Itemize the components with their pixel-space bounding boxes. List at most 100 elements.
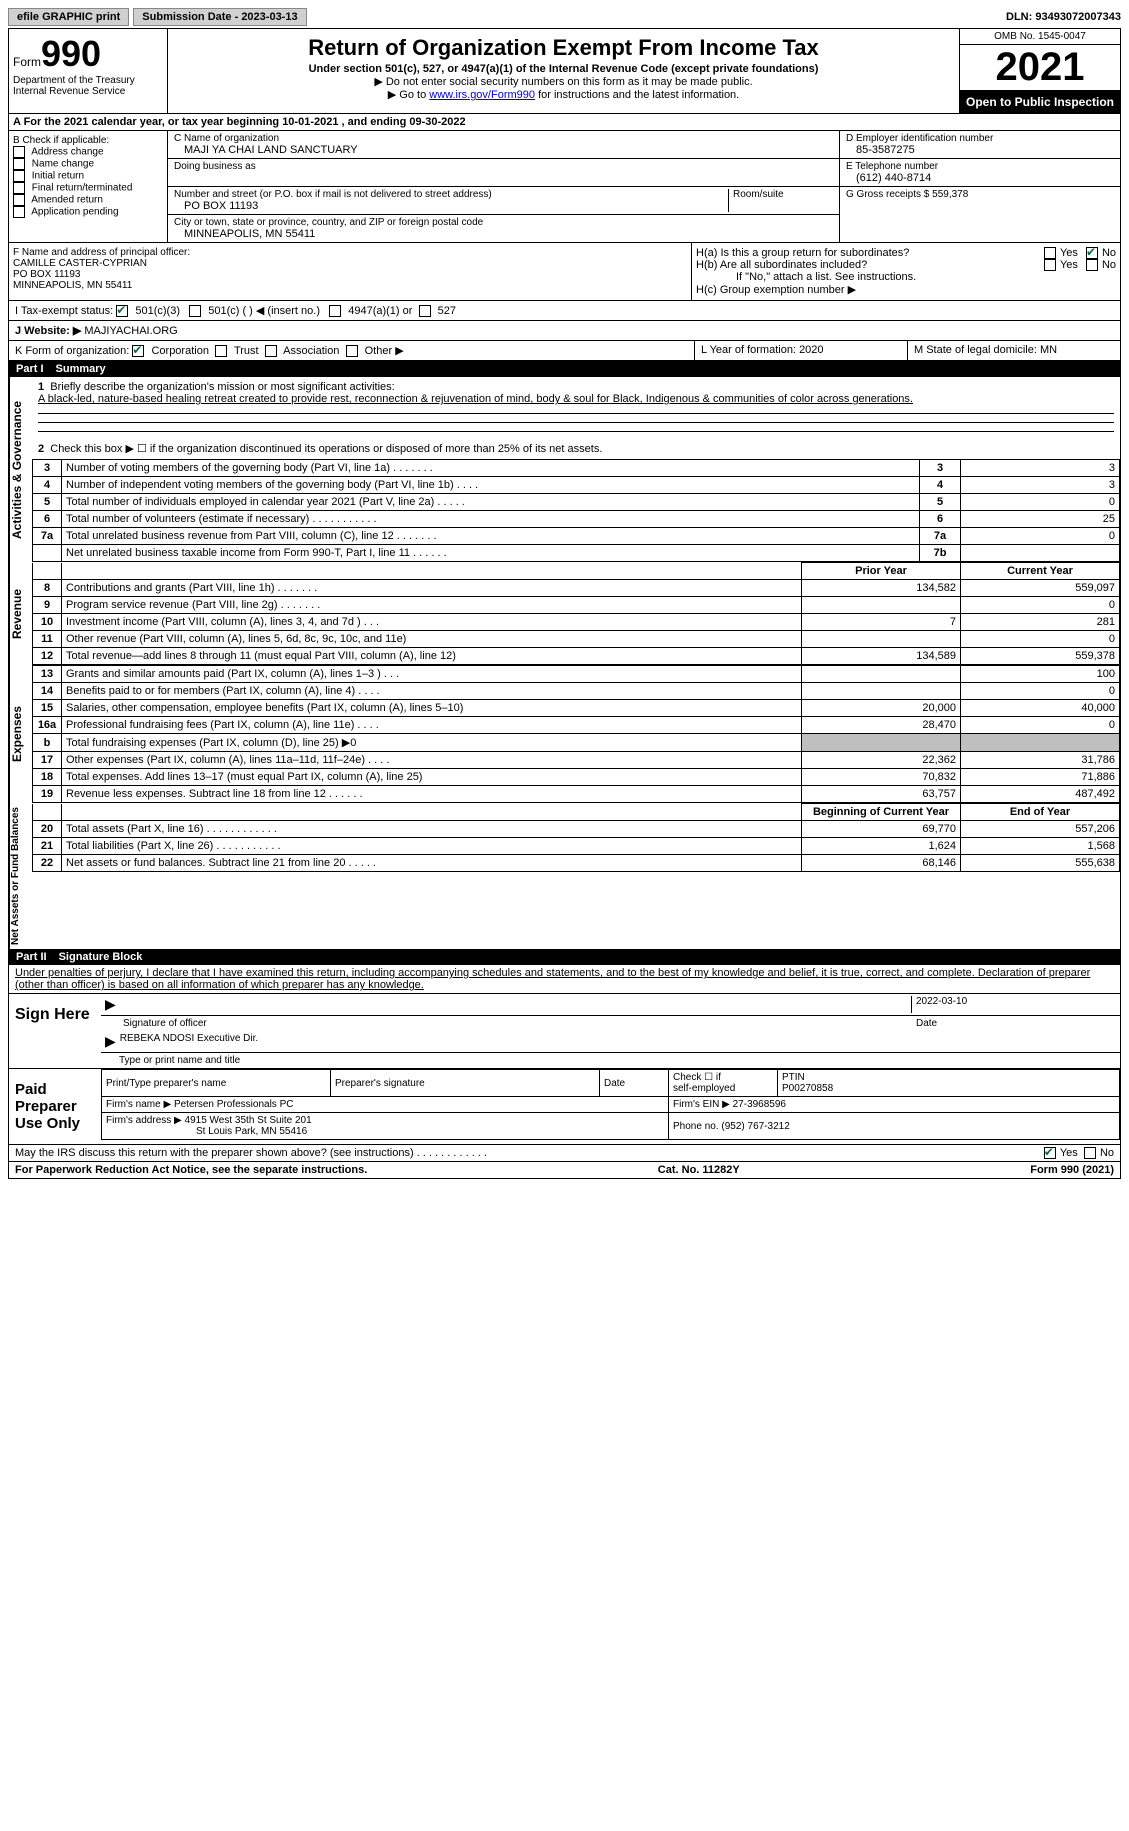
ha-label: H(a) Is this a group return for subordin…	[696, 247, 1044, 259]
line-num: 21	[33, 838, 62, 855]
col-f-officer: F Name and address of principal officer:…	[9, 243, 692, 300]
omb-number: OMB No. 1545-0047	[960, 29, 1120, 45]
section-fh: F Name and address of principal officer:…	[8, 243, 1121, 301]
discuss-yes-checkbox[interactable]	[1044, 1147, 1056, 1159]
efile-print-button[interactable]: efile GRAPHIC print	[8, 8, 129, 26]
line-box: 6	[920, 511, 961, 528]
hb-no-label: No	[1102, 259, 1116, 271]
line-desc: Revenue less expenses. Subtract line 18 …	[62, 786, 802, 803]
part-1-title: Summary	[56, 363, 106, 375]
4947-checkbox[interactable]	[329, 305, 341, 317]
assoc-checkbox[interactable]	[265, 345, 277, 357]
prior-year-val	[802, 666, 961, 683]
colb-checkbox[interactable]	[13, 170, 25, 182]
trust-checkbox[interactable]	[215, 345, 227, 357]
gross-label: G Gross receipts $	[846, 189, 929, 200]
colb-checkbox[interactable]	[13, 206, 25, 218]
other-checkbox[interactable]	[346, 345, 358, 357]
pra-notice: For Paperwork Reduction Act Notice, see …	[15, 1164, 367, 1176]
room-label: Room/suite	[733, 189, 833, 200]
line-num: 14	[33, 683, 62, 700]
website-value: MAJIYACHAI.ORG	[84, 325, 177, 337]
footer-row: For Paperwork Reduction Act Notice, see …	[8, 1162, 1121, 1179]
firm-ein: 27-3968596	[733, 1099, 786, 1110]
firm-phone: (952) 767-3212	[721, 1121, 789, 1132]
line-desc: Investment income (Part VIII, column (A)…	[62, 614, 802, 631]
line-num: 19	[33, 786, 62, 803]
hb-yes-checkbox[interactable]	[1044, 259, 1056, 271]
ha-yes-label: Yes	[1060, 247, 1078, 259]
vert-label-exp: Expenses	[9, 665, 32, 803]
line-num: 4	[33, 477, 62, 494]
line-num: 6	[33, 511, 62, 528]
form-header: Form990 Department of the Treasury Inter…	[8, 29, 1121, 114]
ha-no-label: No	[1102, 247, 1116, 259]
line-value: 25	[961, 511, 1120, 528]
hb-yes-label: Yes	[1060, 259, 1078, 271]
line-num: 20	[33, 821, 62, 838]
501c3-checkbox[interactable]	[116, 305, 128, 317]
officer-addr1: PO BOX 11193	[13, 269, 687, 280]
col-hdr: Current Year	[961, 563, 1120, 580]
net-assets-section: Net Assets or Fund Balances Beginning of…	[8, 803, 1121, 949]
firm-addr2: St Louis Park, MN 55416	[106, 1126, 307, 1137]
col-hdr: Beginning of Current Year	[802, 804, 961, 821]
corp-label: Corporation	[151, 345, 208, 357]
colb-checkbox[interactable]	[13, 158, 25, 170]
sign-date: 2022-03-10	[911, 996, 1116, 1013]
firm-name-label: Firm's name ▶	[106, 1099, 171, 1110]
dba-label: Doing business as	[174, 161, 833, 172]
part-2-title: Signature Block	[59, 951, 143, 963]
self-employed-cell: Check ☐ if self-employed	[669, 1070, 778, 1097]
part-2-num: Part II	[16, 951, 47, 963]
row-i-tax-status: I Tax-exempt status: 501(c)(3) 501(c) ( …	[8, 301, 1121, 321]
hb-no-checkbox[interactable]	[1086, 259, 1098, 271]
declaration-text: Under penalties of perjury, I declare th…	[15, 967, 1090, 991]
ptin-cell: PTIN P00270858	[778, 1070, 1120, 1097]
col-hdr: Prior Year	[802, 563, 961, 580]
submission-date-button[interactable]: Submission Date - 2023-03-13	[133, 8, 306, 26]
discuss-no-label: No	[1100, 1147, 1114, 1159]
current-year-val: 0	[961, 631, 1120, 648]
expenses-section: Expenses 13 Grants and similar amounts p…	[8, 665, 1121, 803]
irs-label: Internal Revenue Service	[13, 86, 163, 97]
527-checkbox[interactable]	[419, 305, 431, 317]
line-desc: Contributions and grants (Part VIII, lin…	[62, 580, 802, 597]
colb-checkbox[interactable]	[13, 182, 25, 194]
domicile-label: M State of legal domicile:	[914, 344, 1037, 356]
paid-preparer-section: Paid Preparer Use Only Print/Type prepar…	[8, 1069, 1121, 1145]
current-year-val: 557,206	[961, 821, 1120, 838]
other-label: Other ▶	[365, 345, 404, 357]
officer-addr2: MINNEAPOLIS, MN 55411	[13, 280, 687, 291]
firm-ein-label: Firm's EIN ▶	[673, 1099, 730, 1110]
discuss-question: May the IRS discuss this return with the…	[15, 1147, 487, 1159]
form-ref: Form 990 (2021)	[1030, 1164, 1114, 1176]
line-desc: Total unrelated business revenue from Pa…	[62, 528, 920, 545]
501c-checkbox[interactable]	[189, 305, 201, 317]
current-year-val: 0	[961, 717, 1120, 734]
cat-no: Cat. No. 11282Y	[658, 1164, 740, 1176]
hc-label: H(c) Group exemption number ▶	[696, 283, 1116, 296]
org-address: PO BOX 11193	[174, 200, 728, 212]
date-label: Date	[912, 1018, 1116, 1029]
4947-label: 4947(a)(1) or	[348, 305, 412, 317]
firm-name: Petersen Professionals PC	[174, 1099, 294, 1110]
irs-link[interactable]: www.irs.gov/Form990	[429, 89, 535, 101]
discuss-no-checkbox[interactable]	[1084, 1147, 1096, 1159]
ha-yes-checkbox[interactable]	[1044, 247, 1056, 259]
line-desc: Other expenses (Part IX, column (A), lin…	[62, 752, 802, 769]
line-box: 7a	[920, 528, 961, 545]
line-num: b	[33, 734, 62, 752]
colb-checkbox[interactable]	[13, 194, 25, 206]
col-d-contact: D Employer identification number 85-3587…	[839, 131, 1120, 242]
self-emp-b: self-employed	[673, 1083, 735, 1094]
firm-phone-label: Phone no.	[673, 1121, 719, 1132]
line-num: 12	[33, 648, 62, 665]
colb-checkbox[interactable]	[13, 146, 25, 158]
prior-year-val: 7	[802, 614, 961, 631]
row-j-website: J Website: ▶ MAJIYACHAI.ORG	[8, 321, 1121, 341]
ha-no-checkbox[interactable]	[1086, 247, 1098, 259]
corp-checkbox[interactable]	[132, 345, 144, 357]
line-desc: Net unrelated business taxable income fr…	[62, 545, 920, 562]
city-label: City or town, state or province, country…	[174, 217, 833, 228]
